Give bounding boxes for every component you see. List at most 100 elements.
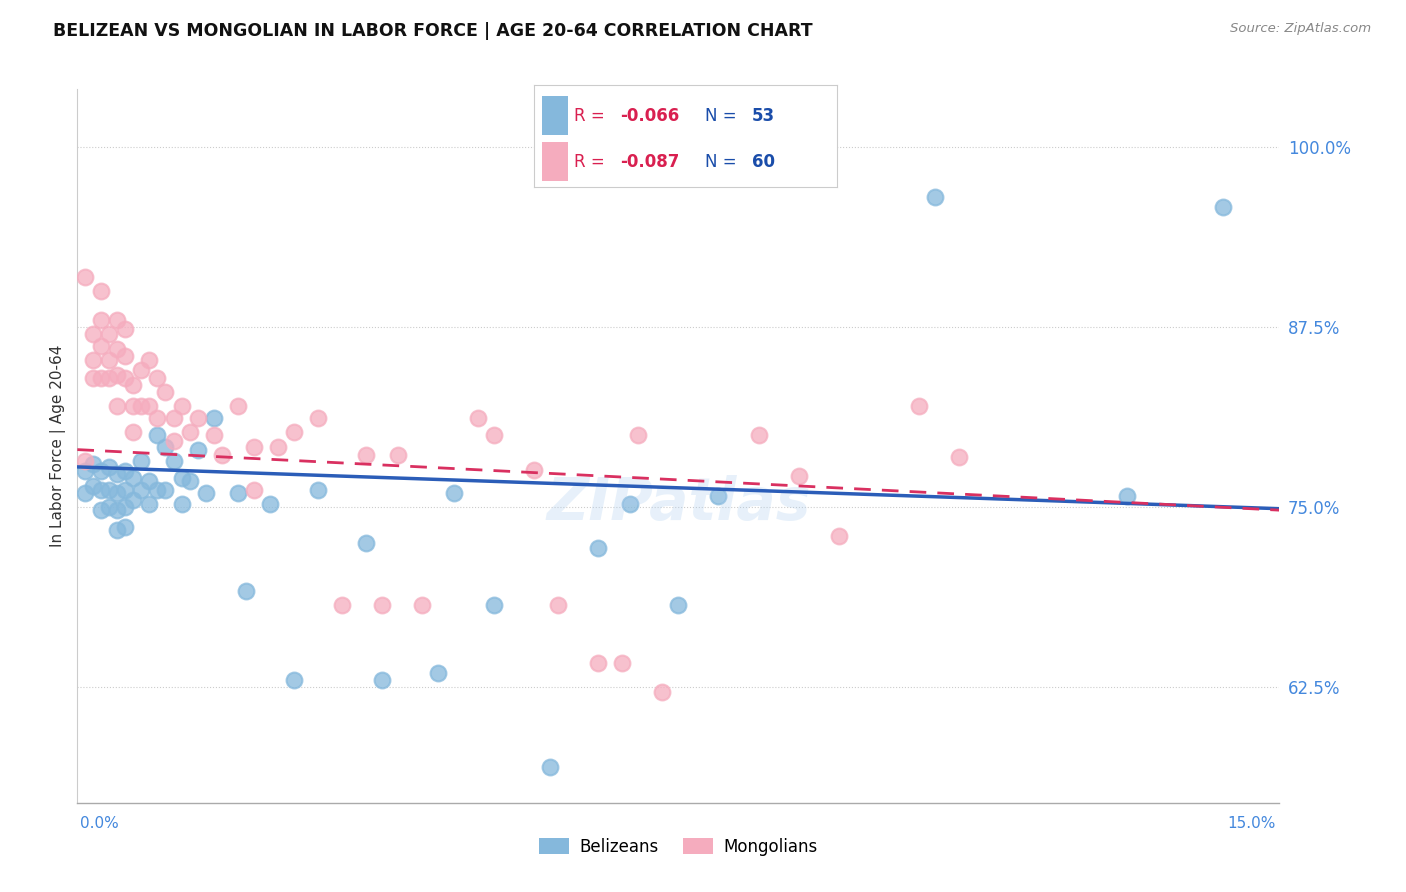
Text: BELIZEAN VS MONGOLIAN IN LABOR FORCE | AGE 20-64 CORRELATION CHART: BELIZEAN VS MONGOLIAN IN LABOR FORCE | A… xyxy=(53,22,813,40)
Point xyxy=(122,425,145,440)
Point xyxy=(98,370,121,384)
Text: N =: N = xyxy=(704,106,742,125)
Point xyxy=(90,370,112,384)
Point xyxy=(107,313,129,327)
Point xyxy=(114,500,136,515)
Point xyxy=(122,471,145,485)
Point xyxy=(131,363,153,377)
Point xyxy=(1212,201,1234,215)
Point xyxy=(107,467,129,482)
Point xyxy=(787,468,810,483)
Point xyxy=(467,410,489,425)
Point xyxy=(122,377,145,392)
Point xyxy=(924,190,946,204)
Point xyxy=(162,410,184,425)
Point xyxy=(588,656,610,670)
Point xyxy=(538,760,561,774)
Point xyxy=(179,425,201,440)
Point xyxy=(75,464,97,478)
Point xyxy=(707,489,730,503)
Point xyxy=(242,440,264,454)
Point xyxy=(283,425,305,440)
Point xyxy=(242,483,264,497)
Point xyxy=(131,483,153,497)
Point xyxy=(482,428,505,442)
Point xyxy=(170,497,193,511)
Point xyxy=(170,400,193,414)
Point xyxy=(90,483,112,497)
Text: -0.087: -0.087 xyxy=(620,153,681,170)
Point xyxy=(443,486,465,500)
Point xyxy=(114,349,136,363)
Point xyxy=(619,497,641,511)
Point xyxy=(107,368,129,382)
Point xyxy=(98,500,121,515)
Point xyxy=(668,599,690,613)
Text: Source: ZipAtlas.com: Source: ZipAtlas.com xyxy=(1230,22,1371,36)
Point xyxy=(146,370,169,384)
Point xyxy=(226,400,249,414)
Point xyxy=(155,483,177,497)
Point xyxy=(114,520,136,534)
Point xyxy=(330,599,353,613)
Point xyxy=(90,464,112,478)
Point xyxy=(138,497,160,511)
Point xyxy=(75,269,97,284)
Point xyxy=(259,497,281,511)
Point xyxy=(354,449,377,463)
Point xyxy=(235,583,257,598)
Point xyxy=(82,370,104,384)
Text: 53: 53 xyxy=(752,106,775,125)
Point xyxy=(547,599,569,613)
Y-axis label: In Labor Force | Age 20-64: In Labor Force | Age 20-64 xyxy=(51,345,66,547)
Point xyxy=(194,486,217,500)
Point xyxy=(179,475,201,489)
Text: R =: R = xyxy=(574,153,610,170)
FancyBboxPatch shape xyxy=(541,96,568,135)
Point xyxy=(283,673,305,688)
Point xyxy=(588,541,610,555)
Point xyxy=(186,442,209,457)
FancyBboxPatch shape xyxy=(541,142,568,181)
Point xyxy=(138,353,160,368)
Point xyxy=(307,410,329,425)
Point xyxy=(114,321,136,335)
Point xyxy=(90,284,112,298)
Point xyxy=(82,353,104,368)
Point xyxy=(75,454,97,468)
Point xyxy=(122,493,145,508)
Point xyxy=(131,400,153,414)
Point xyxy=(427,666,450,681)
Text: 60: 60 xyxy=(752,153,775,170)
Point xyxy=(98,327,121,342)
Legend: Belizeans, Mongolians: Belizeans, Mongolians xyxy=(533,831,824,863)
Point xyxy=(90,503,112,517)
Point xyxy=(612,656,634,670)
Point xyxy=(948,450,970,464)
Point xyxy=(155,440,177,454)
Point xyxy=(162,454,184,468)
Point xyxy=(107,503,129,517)
Point xyxy=(75,486,97,500)
Point xyxy=(98,353,121,368)
Point xyxy=(98,483,121,497)
Point xyxy=(98,459,121,474)
Point xyxy=(908,400,931,414)
Point xyxy=(202,410,225,425)
Point xyxy=(131,454,153,468)
Point xyxy=(411,599,433,613)
Text: ZIPatlas: ZIPatlas xyxy=(546,475,811,532)
Point xyxy=(122,400,145,414)
Point xyxy=(651,685,673,699)
Point xyxy=(828,529,851,543)
Point xyxy=(107,400,129,414)
Point xyxy=(107,342,129,356)
Text: N =: N = xyxy=(704,153,742,170)
Point xyxy=(387,449,409,463)
Point xyxy=(354,536,377,550)
Point xyxy=(267,440,290,454)
Point xyxy=(202,428,225,442)
Point xyxy=(82,478,104,492)
Text: R =: R = xyxy=(574,106,610,125)
Point xyxy=(523,463,546,477)
